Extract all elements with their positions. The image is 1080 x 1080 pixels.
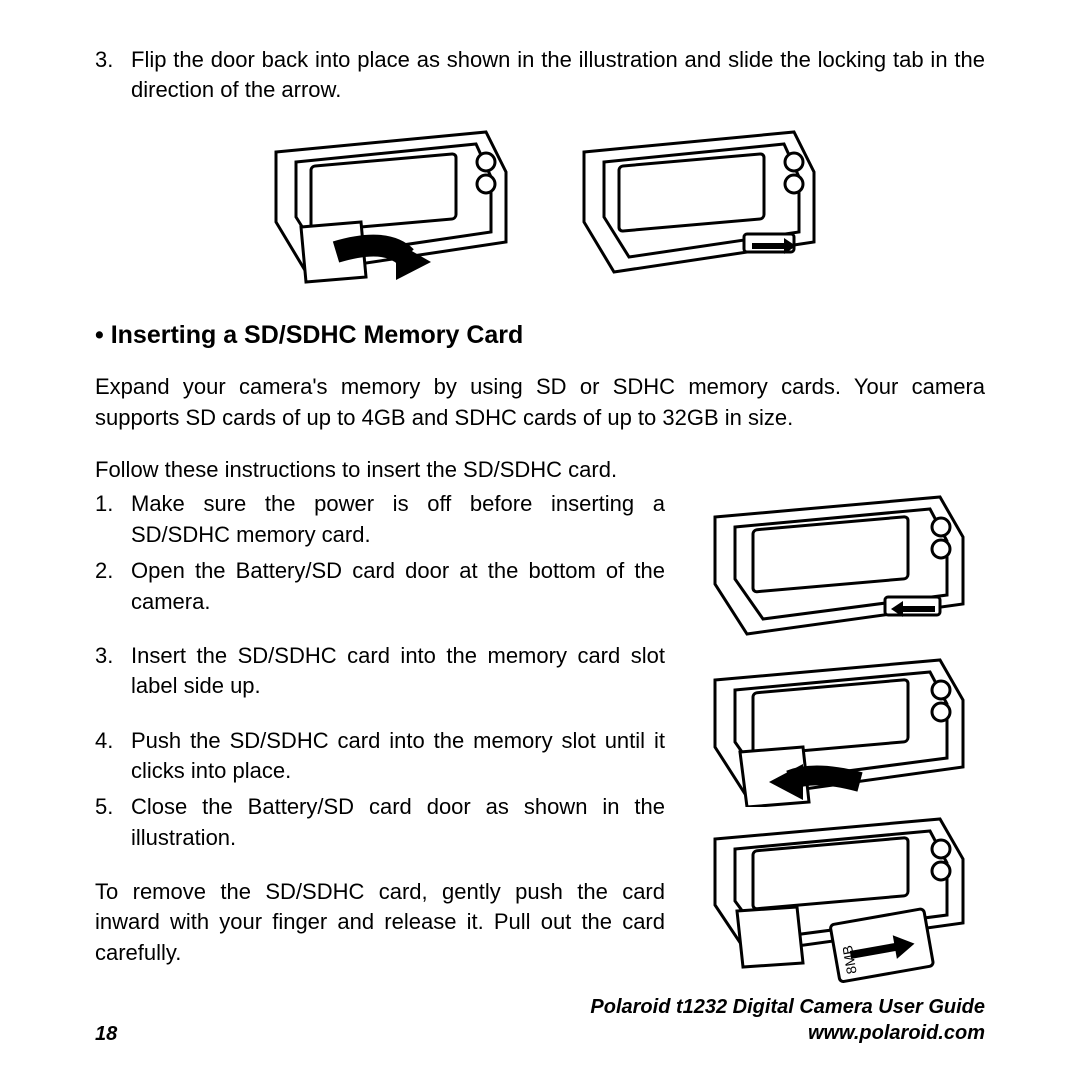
steps-column: 1. Make sure the power is off before ins…: [95, 489, 665, 990]
step-3-text: Insert the SD/SDHC card into the memory …: [131, 641, 665, 702]
step-1: 1. Make sure the power is off before ins…: [95, 489, 665, 550]
right-illustrations: 8MB: [685, 489, 985, 990]
camera-svg-2: [554, 122, 834, 287]
intro-paragraph: Expand your camera's memory by using SD …: [95, 372, 985, 433]
camera-illustration-r1: [685, 489, 985, 644]
step-3: 3. Insert the SD/SDHC card into the memo…: [95, 641, 665, 702]
section-heading: • Inserting a SD/SDHC Memory Card: [95, 321, 985, 350]
camera-illustration-2: [554, 122, 834, 287]
step-5-num: 5.: [95, 792, 131, 853]
footer-title: Polaroid t1232 Digital Camera User Guide: [590, 994, 985, 1020]
step-3-num: 3.: [95, 45, 131, 104]
camera-illustration-r2: [685, 652, 985, 807]
step-2-text: Open the Battery/SD card door at the bot…: [131, 556, 665, 617]
page-number: 18: [95, 1023, 117, 1046]
remove-paragraph: To remove the SD/SDHC card, gently push …: [95, 877, 665, 968]
step-1-num: 1.: [95, 489, 131, 550]
instructions-two-col: 1. Make sure the power is off before ins…: [95, 489, 985, 990]
camera-svg-r1: [685, 489, 985, 644]
page-footer: 18 Polaroid t1232 Digital Camera User Gu…: [95, 994, 985, 1046]
step-3-body: Flip the door back into place as shown i…: [131, 45, 985, 104]
step-4-num: 4.: [95, 726, 131, 787]
step-3-top: 3. Flip the door back into place as show…: [95, 45, 985, 104]
step-2-num: 2.: [95, 556, 131, 617]
camera-illustration-1: [246, 122, 526, 287]
step-5-text: Close the Battery/SD card door as shown …: [131, 792, 665, 853]
step-3-num: 3.: [95, 641, 131, 702]
step-1-text: Make sure the power is off before insert…: [131, 489, 665, 550]
step-2: 2. Open the Battery/SD card door at the …: [95, 556, 665, 617]
footer-url: www.polaroid.com: [590, 1020, 985, 1046]
step-5: 5. Close the Battery/SD card door as sho…: [95, 792, 665, 853]
step-4: 4. Push the SD/SDHC card into the memory…: [95, 726, 665, 787]
footer-guide: Polaroid t1232 Digital Camera User Guide…: [590, 994, 985, 1046]
camera-svg-1: [246, 122, 526, 287]
camera-svg-r2: [685, 652, 985, 807]
step-4-text: Push the SD/SDHC card into the memory sl…: [131, 726, 665, 787]
camera-svg-r3: 8MB: [685, 815, 985, 990]
top-illustration-row: [95, 122, 985, 287]
camera-illustration-r3: 8MB: [685, 815, 985, 990]
follow-paragraph: Follow these instructions to insert the …: [95, 455, 985, 485]
